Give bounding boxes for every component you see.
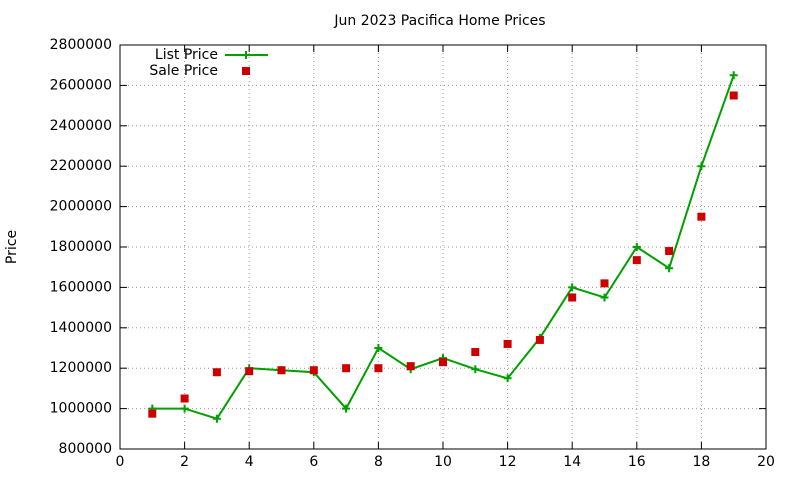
y-tick-label: 2400000: [50, 118, 112, 134]
point: [406, 362, 415, 371]
y-tick-label: 2800000: [50, 37, 112, 53]
point: [697, 162, 706, 171]
point: [729, 71, 738, 80]
point: [535, 335, 544, 344]
y-tick-label: 2000000: [50, 199, 112, 215]
x-tick-label: 16: [628, 454, 646, 470]
point: [503, 374, 512, 383]
point: [277, 366, 286, 375]
y-tick-label: 1600000: [50, 279, 112, 295]
point: [568, 293, 577, 302]
point: [600, 279, 609, 288]
point: [374, 364, 383, 373]
point: [148, 409, 157, 418]
point: [212, 414, 221, 423]
legend-marker: [242, 51, 250, 59]
y-tick-label: 1200000: [50, 360, 112, 376]
x-tick-label: 8: [374, 454, 383, 470]
point: [729, 91, 738, 100]
point: [212, 368, 221, 377]
point: [503, 339, 512, 348]
y-tick-label: 1400000: [50, 320, 112, 336]
point: [180, 394, 189, 403]
legend-marker: [242, 67, 250, 75]
plot-border: [119, 44, 767, 450]
y-tick-label: 1000000: [50, 401, 112, 417]
y-tick-label: 800000: [59, 441, 112, 457]
point: [600, 293, 609, 302]
point: [439, 358, 447, 367]
y-axis-label: Price: [4, 230, 20, 264]
legend-label: Sale Price: [149, 63, 218, 79]
point: [697, 212, 706, 221]
y-tick-label: 1800000: [50, 239, 112, 255]
x-tick-label: 20: [757, 454, 775, 470]
point: [180, 404, 189, 413]
y-tick-label: 2200000: [50, 158, 112, 174]
chart-title: Jun 2023 Pacifica Home Prices: [333, 13, 545, 29]
point: [245, 367, 254, 376]
point: [632, 243, 641, 251]
point: [568, 283, 577, 292]
point: [471, 348, 480, 357]
x-tick-label: 12: [499, 454, 517, 470]
x-tick-label: 6: [309, 454, 318, 470]
y-tick-label: 2600000: [50, 77, 112, 93]
x-tick-label: 10: [434, 454, 452, 470]
point: [309, 366, 318, 375]
point: [374, 344, 383, 352]
point: [471, 365, 480, 374]
point: [665, 264, 674, 273]
legend-label: List Price: [155, 47, 218, 63]
x-tick-label: 0: [116, 454, 125, 470]
point: [342, 404, 351, 413]
point: [632, 256, 641, 265]
point: [665, 247, 674, 256]
x-tick-label: 14: [563, 454, 581, 470]
x-tick-label: 2: [180, 454, 189, 470]
x-tick-label: 4: [245, 454, 254, 470]
point: [342, 364, 351, 373]
x-tick-label: 18: [692, 454, 710, 470]
